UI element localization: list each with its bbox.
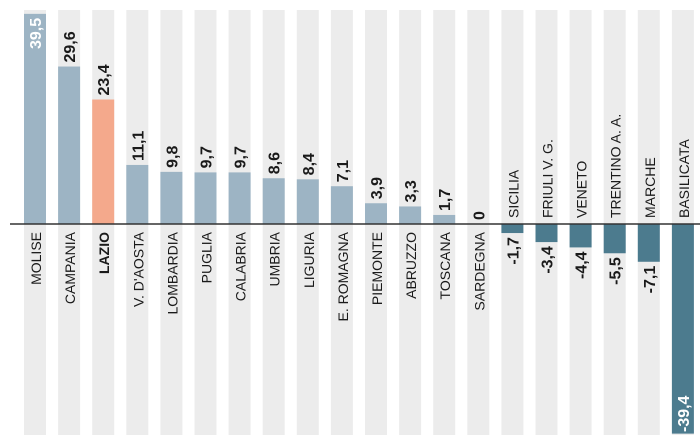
category-label-liguria: LIGURIA: [301, 231, 317, 288]
value-label-v-d-aosta: 11,1: [130, 131, 147, 161]
category-label-lombardia: LOMBARDIA: [164, 231, 180, 314]
column-bands: [24, 10, 694, 435]
category-label-sardegna: SARDEGNA: [471, 231, 487, 310]
bar-calabria: [228, 172, 251, 224]
value-label-umbria: 8,6: [267, 152, 284, 174]
value-label-marche: -7,1: [642, 266, 659, 294]
bar-v-d-aosta: [126, 164, 149, 224]
category-label-puglia: PUGLIA: [199, 231, 215, 283]
value-label-liguria: 8,4: [301, 153, 318, 175]
bar-abruzzo: [399, 206, 422, 224]
value-label-calabria: 9,7: [233, 146, 250, 168]
value-label-basilicata: -39,4: [676, 395, 693, 432]
bar-sicilia: [501, 224, 524, 234]
column-band-sardegna: [467, 10, 490, 435]
value-label-molise: 39,5: [28, 18, 45, 49]
value-label-campania: 29,6: [62, 31, 79, 62]
value-label-sicilia: -1,7: [505, 237, 522, 265]
column-band-marche: [637, 10, 660, 435]
category-label-friuli-v-g: FRIULI V. G.: [540, 139, 556, 218]
bar-friuli-v-g: [535, 224, 558, 243]
category-label-basilicata: BASILICATA: [676, 138, 692, 218]
column-band-trentino-a-a: [603, 10, 626, 435]
category-label-marche: MARCHE: [642, 157, 658, 218]
value-label-friuli-v-g: -3,4: [540, 246, 557, 274]
category-label-piemonte: PIEMONTE: [369, 232, 385, 305]
category-label-v-d-aosta: V. D'AOSTA: [130, 231, 146, 307]
column-band-sicilia: [501, 10, 524, 435]
value-label-toscana: 1,7: [437, 189, 454, 211]
value-label-sardegna: 0: [471, 211, 488, 220]
value-label-piemonte: 3,9: [369, 177, 386, 199]
labels: 39,5 MOLISE 29,6 CAMPANIA 23,4 LAZIO 11,1 V. D'…: [28, 18, 693, 432]
bar-veneto: [569, 224, 592, 248]
bar-marche: [637, 224, 660, 262]
bar-e-romagna: [330, 186, 353, 224]
bar-basilicata: [671, 224, 694, 434]
category-label-e-romagna: E. ROMAGNA: [335, 231, 351, 321]
category-label-sicilia: SICILIA: [505, 169, 521, 218]
category-label-trentino-a-a: TRENTINO A. A.: [608, 114, 624, 218]
bar-toscana: [433, 214, 456, 224]
bar-molise: [24, 13, 46, 224]
bar-trentino-a-a: [603, 224, 626, 254]
value-label-puglia: 9,7: [199, 146, 216, 168]
column-band-veneto: [569, 10, 592, 435]
bar-lazio: [92, 99, 115, 224]
value-label-abruzzo: 3,3: [403, 180, 420, 202]
bar-liguria: [296, 179, 319, 224]
bars: [24, 13, 694, 434]
category-label-abruzzo: ABRUZZO: [403, 232, 419, 299]
category-label-toscana: TOSCANA: [437, 231, 453, 299]
category-label-umbria: UMBRIA: [267, 231, 283, 286]
category-label-veneto: VENETO: [574, 161, 590, 218]
category-label-molise: MOLISE: [28, 232, 44, 285]
category-label-campania: CAMPANIA: [62, 231, 78, 304]
value-label-lombardia: 9,8: [164, 146, 181, 168]
value-label-lazio: 23,4: [96, 64, 113, 95]
bar-piemonte: [365, 203, 387, 224]
value-label-veneto: -4,4: [574, 251, 591, 279]
category-label-lazio: LAZIO: [96, 232, 112, 274]
bar-lombardia: [160, 171, 183, 224]
value-label-trentino-a-a: -5,5: [608, 257, 625, 285]
bar-campania: [58, 66, 81, 224]
bar-umbria: [262, 178, 285, 224]
category-label-calabria: CALABRIA: [233, 231, 249, 301]
bar-puglia: [194, 172, 217, 224]
value-label-e-romagna: 7,1: [335, 160, 352, 182]
column-band-friuli-v-g: [535, 10, 558, 435]
